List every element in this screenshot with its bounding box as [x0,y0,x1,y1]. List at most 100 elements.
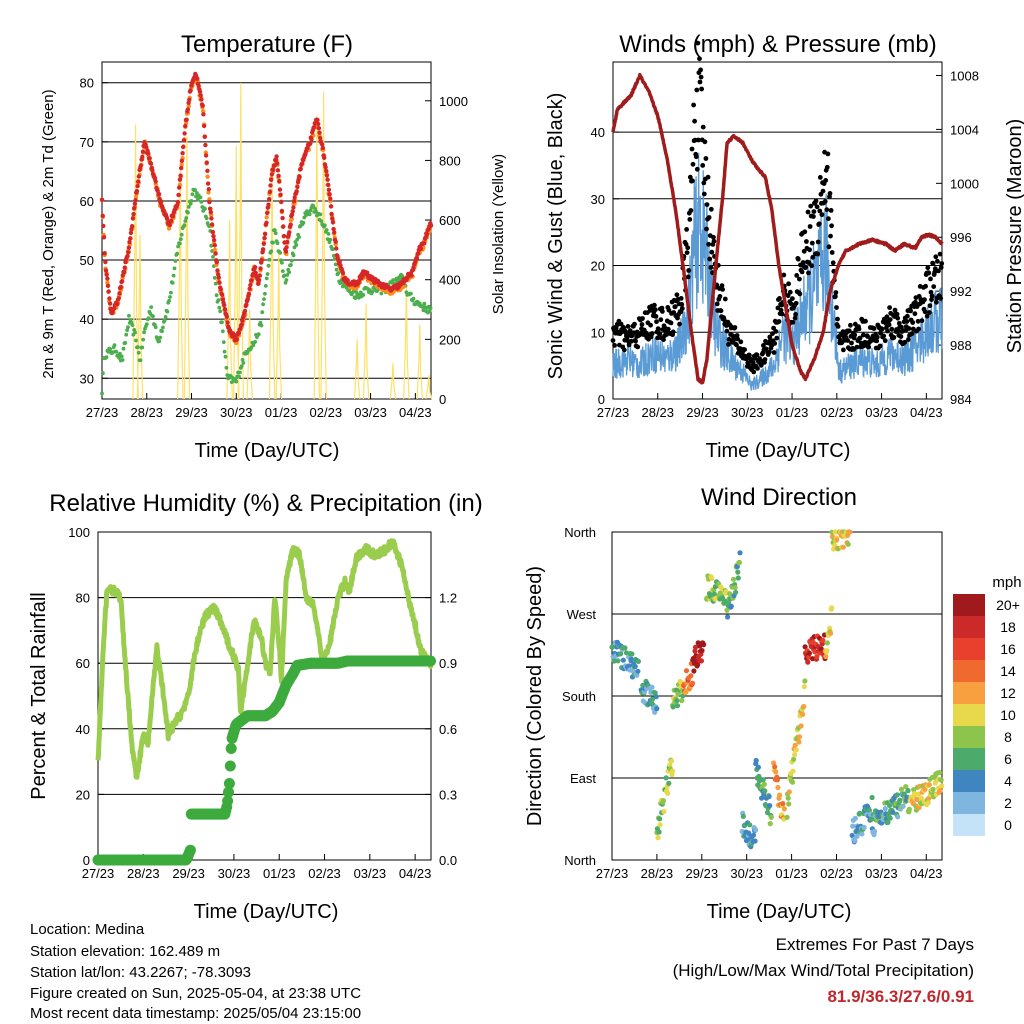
solar-insolation-spike [313,115,321,400]
legend-label: 2 [1004,795,1012,811]
temp-2m-point [271,167,276,172]
gust-point [774,335,780,341]
winds-xtick-label: 02/23 [821,405,854,420]
winds-ytick-label: 30 [591,192,605,207]
wind-direction-point [767,821,773,827]
temperature-xlabel: Time (Day/UTC) [195,440,340,462]
temp-2m-point [409,273,414,278]
wind-direction-point [777,792,783,798]
wind-direction-point [762,788,768,794]
wind-direction-point [692,648,698,654]
gust-point [817,208,823,214]
wind-direction-point [882,806,888,812]
temp-2m-point [175,199,181,205]
dewpoint-point [318,212,323,217]
temp-2m-point [187,97,192,103]
temp-2m-point [209,216,214,221]
gust-point [679,302,685,307]
gust-point [686,268,692,273]
gust-point [771,350,777,355]
wind-direction-point [781,806,788,812]
temp-2m-point [238,326,243,332]
dewpoint-point [136,350,141,355]
temp-2m-point [195,76,200,81]
gust-point [772,341,778,346]
solar-insolation-spike [362,303,370,400]
wind-direction-point [926,782,932,788]
wind-direction-point [780,801,786,807]
temp-2m-point [283,249,289,254]
extremes-title: Extremes For Past 7 Days [775,935,974,954]
gust-point [612,343,617,348]
dewpoint-point [271,240,275,245]
pressure-series [611,72,944,385]
temp-2m-point [128,236,133,241]
wind-direction-point [859,831,865,837]
temperature-xtick-label: 29/23 [175,405,208,420]
gust-point [758,362,764,368]
gust-point [754,352,760,358]
gust-point [826,216,831,222]
dewpoint-point [171,273,176,278]
wind-direction-point [746,830,752,836]
dewpoint-point [182,223,187,228]
gust-point [750,360,756,365]
dewpoint-point [146,316,151,321]
gust-point [701,191,707,197]
temp-2m-point [183,123,188,129]
relative-humidity-series [95,538,434,780]
gust-point [672,304,678,309]
humidity-xtick-label: 03/23 [354,866,387,881]
wind-direction-point [906,806,913,812]
temp-2m-point [126,245,132,250]
dewpoint-point [101,371,105,376]
precipitation-point [224,760,236,772]
dewpoint-point [149,305,154,309]
wind-direction-point [922,786,928,792]
gust-point [746,361,751,366]
temp-2m-point [266,202,271,207]
gust-point [640,316,645,321]
dewpoint-point [379,291,384,296]
temp-2m-point [424,232,430,237]
temp-2m-point [269,177,274,182]
temp-2m-point [103,268,109,273]
gust-point [863,318,868,324]
dewpoint-point [151,314,155,319]
temp-2m-point [239,322,244,327]
wind-direction-point [840,544,846,550]
gust-point [708,265,714,270]
gust-point [910,320,916,325]
gust-point [878,330,883,336]
temp-2m-point [125,253,130,259]
wind-direction-point [918,795,924,801]
temp-2m-point [107,296,112,301]
dewpoint-point [217,305,222,310]
gust-point [773,329,779,334]
temp-2m-point [148,161,154,166]
info-location: Location: Medina [30,921,145,938]
dewpoint-point [361,293,366,297]
temp-2m-point [334,253,340,258]
dewpoint-point [223,354,228,359]
direction-xtick-label: 03/23 [865,866,898,881]
temp-2m-point [120,273,126,278]
wind-direction-point [725,614,731,620]
wind-direction-point [937,788,943,794]
dewpoint-point [280,269,285,273]
wind-direction-point [857,810,863,817]
dewpoint-point [222,349,227,354]
humidity-ytick-label: 60 [76,656,90,671]
temp-2m-point [222,307,228,312]
temp-2m-point [323,165,328,170]
gust-point [674,292,680,298]
gust-point [705,174,711,180]
wind-direction-point [609,644,616,650]
temperature-ytick-label: 50 [80,253,94,268]
temp-2m-point [201,123,207,129]
solar-insolation-spike [237,82,244,400]
temp-2m-point [160,205,165,210]
gust-point [677,321,682,327]
wind-direction-point [766,793,772,800]
temperature-ytick-label-right: 800 [439,153,461,168]
